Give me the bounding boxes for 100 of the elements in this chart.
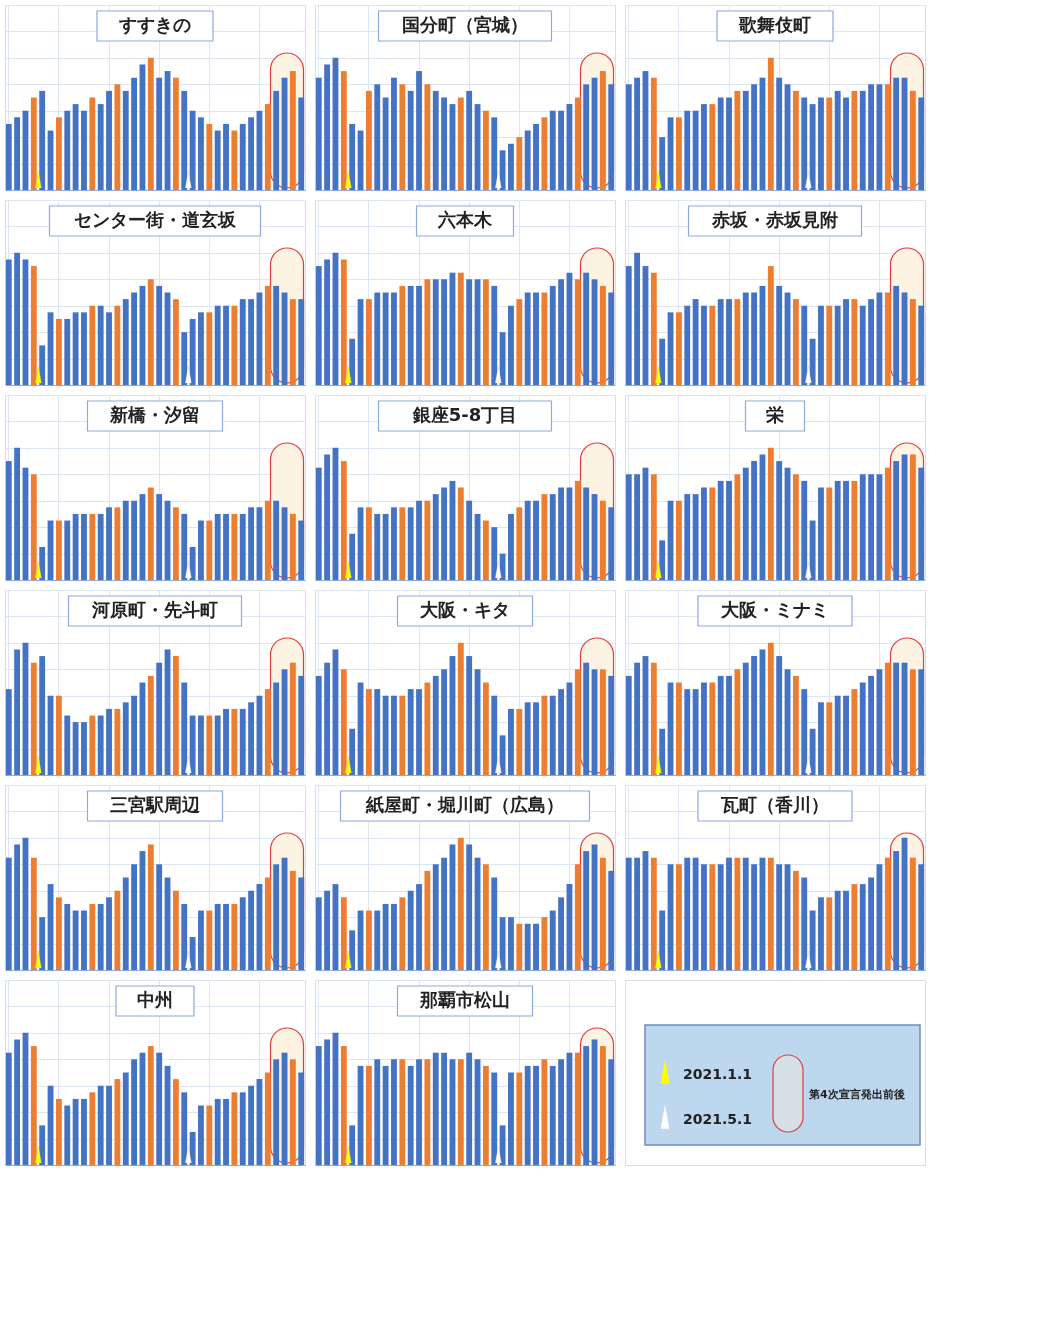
bar bbox=[516, 1072, 523, 1165]
bar bbox=[223, 513, 229, 580]
bar bbox=[5, 689, 12, 775]
bar bbox=[416, 500, 422, 580]
bar bbox=[424, 1059, 431, 1165]
bar bbox=[524, 1065, 531, 1165]
bar bbox=[583, 487, 590, 580]
bar bbox=[558, 279, 565, 385]
bar bbox=[106, 312, 112, 385]
bar bbox=[650, 272, 657, 385]
bar bbox=[273, 1059, 280, 1165]
bar bbox=[365, 90, 372, 190]
bar bbox=[264, 285, 271, 385]
bar bbox=[742, 662, 749, 775]
bar bbox=[441, 857, 448, 970]
bar bbox=[315, 897, 322, 970]
bar bbox=[558, 487, 565, 580]
bar bbox=[382, 695, 389, 775]
bar bbox=[742, 467, 749, 580]
bar bbox=[407, 890, 414, 970]
bar bbox=[298, 877, 305, 970]
bar bbox=[634, 662, 641, 775]
bar bbox=[273, 285, 280, 385]
bar bbox=[81, 312, 87, 385]
bar bbox=[156, 285, 163, 385]
bar bbox=[574, 97, 581, 190]
bar bbox=[776, 77, 783, 190]
bar bbox=[692, 299, 699, 385]
bar bbox=[742, 292, 749, 385]
bar bbox=[491, 117, 498, 190]
bar bbox=[524, 130, 531, 190]
text: 2021.1.1 bbox=[683, 1066, 753, 1082]
bar bbox=[801, 877, 808, 970]
bar bbox=[374, 84, 381, 190]
bar bbox=[324, 64, 331, 190]
bar bbox=[868, 474, 875, 580]
bar bbox=[734, 857, 741, 970]
bar bbox=[81, 110, 87, 190]
bar bbox=[709, 487, 716, 580]
bar bbox=[14, 117, 21, 190]
bar bbox=[574, 279, 581, 385]
bar bbox=[599, 500, 606, 580]
bar bbox=[441, 1052, 448, 1165]
bar bbox=[214, 903, 221, 970]
bar bbox=[692, 110, 699, 190]
bar bbox=[30, 97, 37, 190]
bar bbox=[801, 689, 808, 775]
bar bbox=[516, 137, 523, 190]
bar bbox=[818, 305, 824, 385]
bar bbox=[399, 84, 406, 190]
bar bbox=[524, 923, 531, 970]
bar bbox=[298, 299, 305, 385]
bar bbox=[893, 662, 900, 775]
bar bbox=[508, 513, 514, 580]
bar bbox=[482, 279, 489, 385]
bar bbox=[466, 90, 473, 190]
bar bbox=[457, 487, 464, 580]
bar bbox=[55, 520, 62, 580]
bar bbox=[416, 1059, 422, 1165]
bar bbox=[599, 285, 606, 385]
bar bbox=[541, 494, 548, 580]
bar bbox=[198, 715, 204, 775]
bar bbox=[122, 877, 129, 970]
bar bbox=[206, 312, 213, 385]
bar bbox=[709, 305, 716, 385]
bar bbox=[491, 285, 498, 385]
bar bbox=[574, 1052, 581, 1165]
bar bbox=[692, 494, 699, 580]
bar bbox=[508, 305, 514, 385]
bar bbox=[625, 84, 632, 190]
bar bbox=[608, 1059, 615, 1165]
bar bbox=[97, 513, 104, 580]
bar bbox=[675, 312, 682, 385]
bar bbox=[751, 292, 758, 385]
bar bbox=[709, 682, 716, 775]
bar bbox=[659, 137, 666, 190]
bar bbox=[181, 682, 188, 775]
bar bbox=[524, 500, 531, 580]
bar bbox=[726, 675, 732, 775]
bar bbox=[89, 903, 96, 970]
bar bbox=[634, 857, 641, 970]
bar bbox=[89, 305, 96, 385]
bar bbox=[382, 513, 389, 580]
bar bbox=[55, 897, 62, 970]
bar bbox=[918, 669, 925, 775]
bar bbox=[533, 1065, 539, 1165]
bar bbox=[391, 77, 397, 190]
bar bbox=[122, 1072, 129, 1165]
bar bbox=[340, 897, 347, 970]
bar bbox=[558, 689, 565, 775]
bar bbox=[181, 332, 188, 385]
bar bbox=[122, 702, 129, 775]
bar bbox=[909, 669, 916, 775]
bar bbox=[399, 285, 406, 385]
bar bbox=[248, 507, 255, 580]
bar bbox=[843, 695, 849, 775]
bar bbox=[533, 500, 539, 580]
bar bbox=[223, 903, 229, 970]
bar bbox=[223, 305, 229, 385]
bar bbox=[508, 1072, 514, 1165]
